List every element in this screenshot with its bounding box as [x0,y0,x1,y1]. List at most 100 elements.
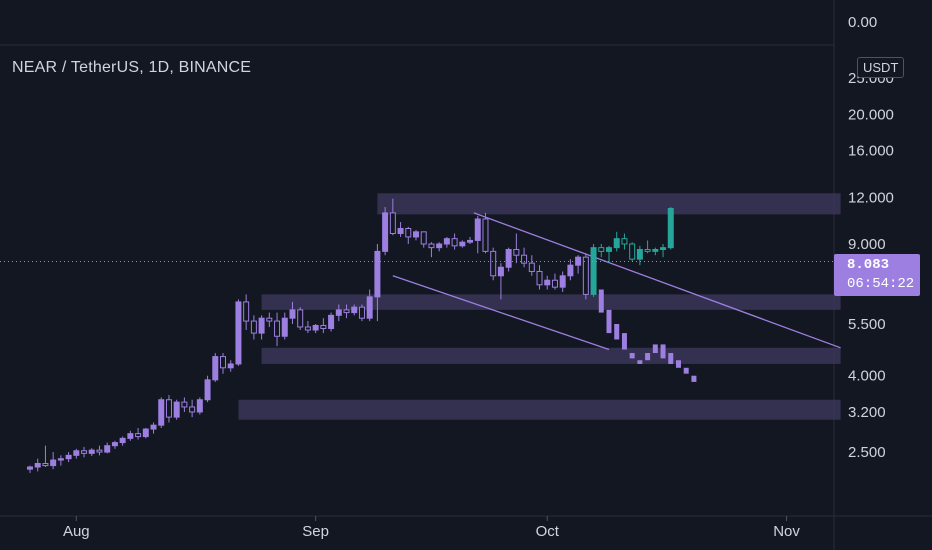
channel-line [392,275,610,351]
candle-body [297,309,304,328]
candle-body [567,264,574,277]
y-tick-label: 16.000 [848,143,894,160]
candle-body [559,275,566,288]
candle-body [158,399,165,426]
candlestick-series [27,198,589,473]
candle-body [312,324,319,331]
candle-body [142,428,149,438]
symbol-title: NEAR / TetherUS, 1D, BINANCE [12,59,252,76]
candle-body [81,450,88,454]
decline-candle [652,344,658,354]
candle-body [266,317,273,322]
zone-rect [261,294,841,310]
y-tick-label: 20.000 [848,106,894,123]
candle-body [528,262,535,272]
decline-candle [629,353,635,359]
candle-body [27,466,33,470]
x-tick-label: Oct [536,523,560,540]
y-tick-label: 12.000 [848,189,894,206]
last-price-value: 8.083 [847,257,890,273]
candle-body [428,243,435,249]
candle-body [281,317,288,337]
projection-candle-body [667,207,674,249]
candle-body [335,309,342,316]
candle-body [521,254,528,264]
decline-candle [691,375,697,382]
candle-body [42,462,49,467]
candle-body [536,270,543,286]
candle-body [189,406,196,413]
zone-rect [377,193,841,215]
candle-body [181,401,188,408]
candle-body [50,459,57,467]
candle-body [173,401,180,418]
decline-candle [645,353,651,361]
channel-line [473,212,841,349]
candle-body [405,228,412,238]
candle-body [96,449,103,453]
candle-body [351,306,358,314]
candle-body [111,442,118,447]
projection-candles [590,207,674,297]
projection-candle-body [621,238,628,245]
candle-body [65,454,72,460]
candle-body [413,231,419,238]
x-tick-label: Aug [63,523,90,540]
candle-body [289,309,296,319]
candle-body [320,324,327,329]
candle-body [104,445,111,453]
candle-body [443,238,450,245]
y-tick-label: 2.500 [848,444,886,461]
projection-candle-body [652,249,659,252]
decline-candle [614,323,620,340]
projection-candle-body [606,247,612,252]
candle-body [57,458,64,461]
candle-body [235,301,242,365]
candle-body [366,296,373,319]
descending-channel [392,212,841,351]
y-tick-label: 5.500 [848,316,886,333]
candle-body [389,212,396,235]
candle-body [505,249,512,268]
candle-body [374,250,381,298]
decline-candle [675,360,681,368]
candle-body [420,231,427,245]
decline-path-candles [598,289,697,382]
projection-candle-body [590,247,597,295]
projection-candle-body [629,243,636,260]
candle-body [551,279,558,288]
candle-body [513,249,520,256]
candle-body [212,356,219,381]
candle-body [127,433,134,439]
projection-candle-body [660,247,667,251]
candle-body [497,266,504,277]
candle-body [220,356,226,369]
candle-body [490,250,497,277]
y-tick-label: 0.00 [848,14,877,31]
candle-body [119,437,126,444]
candle-body [196,399,203,413]
y-tick-label: 4.000 [848,368,886,385]
candle-body [150,424,157,430]
candle-body [343,309,350,314]
candle-body [482,218,489,252]
candle-body [73,450,80,456]
last-price-tag: 8.083 06:54:22 [834,254,920,296]
candle-body [227,363,234,369]
candle-body [304,326,311,331]
decline-candle [637,360,643,364]
candle-body [34,462,41,468]
decline-candle [683,367,689,374]
decline-candle [668,353,674,364]
candle-body [451,238,458,247]
candle-body [135,433,142,438]
currency-button[interactable]: USDT [857,57,905,78]
candle-body [274,320,281,337]
decline-candle [660,344,666,359]
candle-body [243,301,250,322]
candle-body [474,218,481,241]
axes: 0.0025.00020.00016.00012.0009.0005.5004.… [63,14,894,540]
candle-body [582,256,589,295]
